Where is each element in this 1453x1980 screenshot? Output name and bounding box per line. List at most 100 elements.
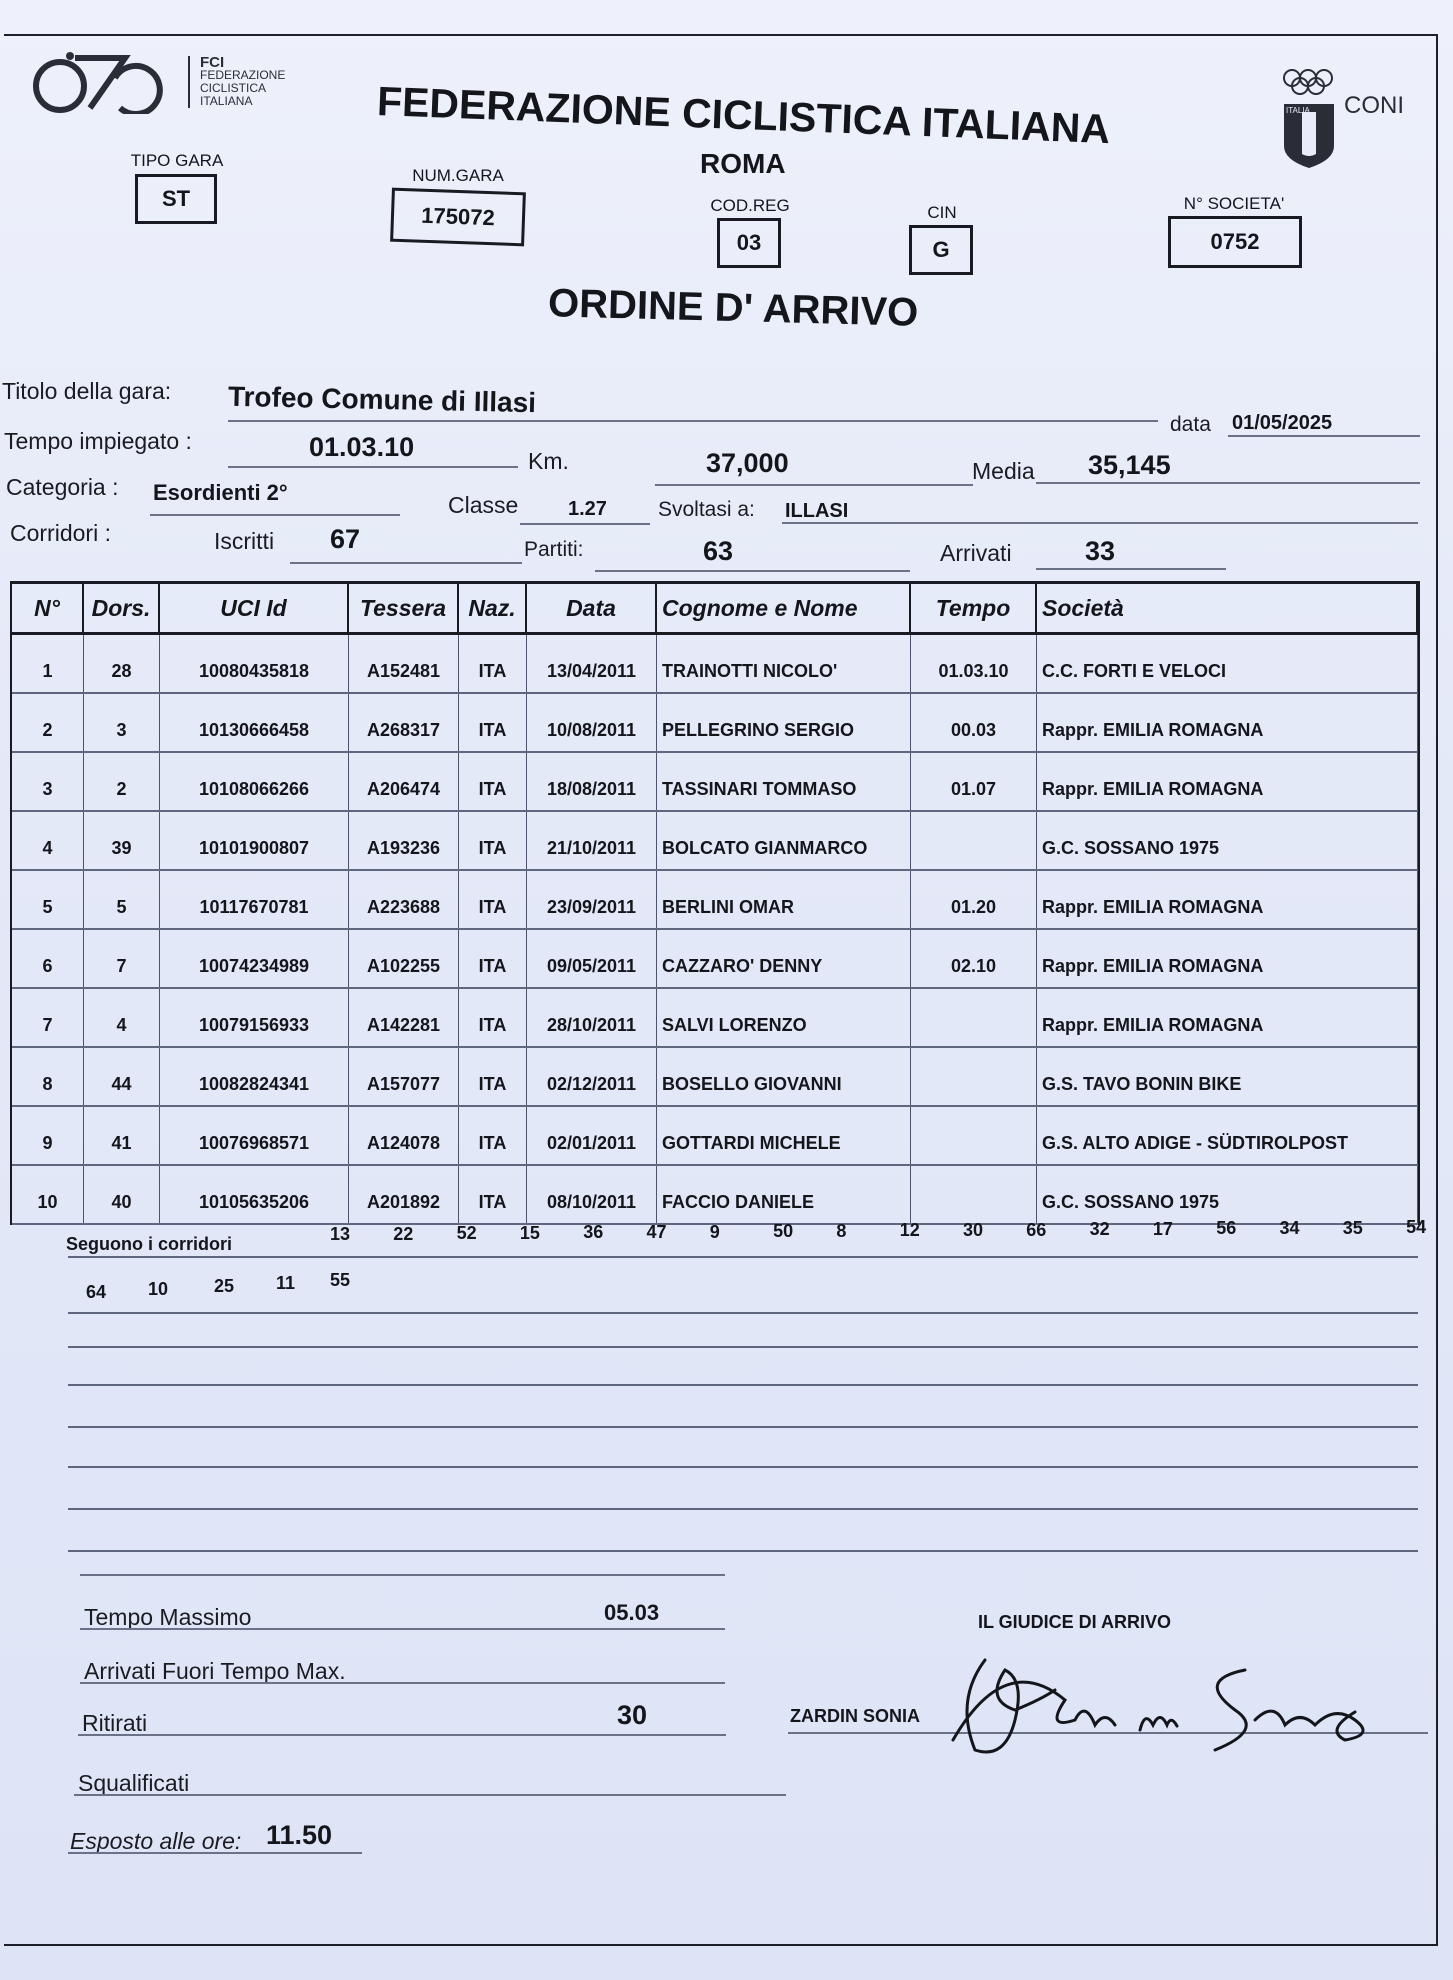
header-position: N° — [12, 584, 84, 632]
follower-bib: 52 — [456, 1223, 477, 1244]
cell-time: 00.03 — [911, 694, 1037, 751]
km-label: Km. — [528, 448, 569, 474]
cell-license: A102255 — [349, 930, 459, 987]
coni-label: CONI — [1344, 92, 1404, 119]
date-label: data — [1170, 413, 1211, 436]
header-bib: Dors. — [84, 584, 160, 632]
cell-position: 1 — [12, 635, 84, 692]
results-table: N° Dors. UCI Id Tessera Naz. Data Cognome e No… — [10, 581, 1420, 1225]
follower-bib: 34 — [1279, 1218, 1300, 1238]
cell-birth-date: 18/08/2011 — [527, 753, 657, 810]
cell-nationality: ITA — [459, 1107, 527, 1164]
fci-short: FCI — [200, 54, 225, 71]
cell-bib: 44 — [84, 1048, 160, 1105]
race-classe: 1.27 — [568, 498, 607, 520]
cell-birth-date: 10/08/2011 — [527, 694, 657, 751]
cell-name: SALVI LORENZO — [657, 989, 911, 1046]
table-row: 10 40 10105635206 A201892 ITA 08/10/2011 FACCI… — [12, 1166, 1418, 1225]
follower-bib: 9 — [709, 1221, 720, 1242]
race-title: Trofeo Comune di Illasi — [227, 380, 537, 419]
cell-team: G.S. ALTO ADIGE - SÜDTIROLPOST — [1037, 1107, 1418, 1164]
tempo-massimo: 05.03 — [604, 1600, 660, 1625]
cod-reg-box: 03 — [717, 218, 781, 268]
ritirati-label: Ritirati — [82, 1710, 148, 1736]
cell-uci-id: 10108066266 — [160, 753, 349, 810]
cell-bib: 5 — [84, 871, 160, 928]
header-name: Cognome e Nome — [657, 584, 911, 632]
tempo-massimo-label: Tempo Massimo — [84, 1604, 252, 1630]
follower-bib: 32 — [1089, 1219, 1110, 1240]
cell-time — [911, 989, 1037, 1046]
cell-license: A157077 — [349, 1048, 459, 1105]
cell-time — [911, 812, 1037, 869]
cell-name: FACCIO DANIELE — [657, 1166, 911, 1223]
race-date: 01/05/2025 — [1232, 412, 1333, 434]
cell-name: TRAINOTTI NICOLO' — [657, 635, 911, 692]
cell-name: BERLINI OMAR — [657, 871, 911, 928]
cell-license: A142281 — [349, 989, 459, 1046]
follower-bib: 22 — [393, 1223, 414, 1244]
cell-time: 01.03.10 — [911, 635, 1037, 692]
cell-team: Rappr. EMILIA ROMAGNA — [1037, 753, 1418, 810]
cell-uci-id: 10080435818 — [160, 635, 349, 692]
cell-license: A193236 — [349, 812, 459, 869]
cell-name: TASSINARI TOMMASO — [657, 753, 911, 810]
cell-uci-id: 10079156933 — [160, 989, 349, 1046]
header-license: Tessera — [349, 584, 459, 632]
num-gara-box: 175072 — [390, 187, 526, 247]
cell-time: 01.20 — [911, 871, 1037, 928]
cell-uci-id: 10101900807 — [160, 812, 349, 869]
followers-label: Seguono i corridori — [66, 1234, 233, 1254]
time-label: Tempo impiegato : — [4, 428, 192, 454]
cell-birth-date: 23/09/2011 — [527, 871, 657, 928]
cell-team: G.S. TAVO BONIN BIKE — [1037, 1048, 1418, 1105]
cell-position: 3 — [12, 753, 84, 810]
follower-bib: 54 — [1406, 1217, 1427, 1238]
cell-uci-id: 10117670781 — [160, 871, 349, 928]
cell-bib: 41 — [84, 1107, 160, 1164]
table-row: 5 5 10117670781 A223688 ITA 23/09/2011 BERLINI… — [12, 871, 1418, 930]
cell-team: G.C. SOSSANO 1975 — [1037, 1166, 1418, 1223]
cell-position: 8 — [12, 1048, 84, 1105]
follower-bib: 17 — [1152, 1218, 1173, 1239]
olympic-rings-shield-icon — [1283, 69, 1334, 168]
judge-name: ZARDIN SONIA — [790, 1706, 920, 1726]
cell-time: 02.10 — [911, 930, 1037, 987]
header-time: Tempo — [911, 584, 1037, 632]
city: ROMA — [700, 148, 786, 179]
follower-bib: 8 — [836, 1220, 847, 1241]
fci-wordmark: FCI FEDERAZIONE CICLISTICA ITALIANA — [188, 54, 285, 108]
cell-license: A223688 — [349, 871, 459, 928]
cell-name: GOTTARDI MICHELE — [657, 1107, 911, 1164]
cell-team: Rappr. EMILIA ROMAGNA — [1037, 694, 1418, 751]
cell-team: Rappr. EMILIA ROMAGNA — [1037, 871, 1418, 928]
cell-bib: 7 — [84, 930, 160, 987]
fuori-tempo-label: Arrivati Fuori Tempo Max. — [84, 1658, 346, 1684]
follower-bib: 15 — [519, 1222, 540, 1243]
follower-bib: 64 — [86, 1282, 107, 1302]
squalificati-label: Squalificati — [78, 1770, 190, 1796]
cell-license: A201892 — [349, 1166, 459, 1223]
riders-label: Corridori : — [10, 520, 111, 546]
cell-uci-id: 10082824341 — [160, 1048, 349, 1105]
coni-shield-text: ITALIA — [1286, 106, 1310, 115]
follower-bib: 35 — [1342, 1217, 1363, 1238]
cell-position: 7 — [12, 989, 84, 1046]
cell-nationality: ITA — [459, 753, 527, 810]
cell-nationality: ITA — [459, 930, 527, 987]
cell-birth-date: 09/05/2011 — [527, 930, 657, 987]
cell-nationality: ITA — [459, 871, 527, 928]
societa-label: N° SOCIETA' — [1183, 194, 1285, 213]
table-body: 1 28 10080435818 A152481 ITA 13/04/2011 TRAINO… — [12, 635, 1418, 1225]
cell-position: 5 — [12, 871, 84, 928]
cell-name: BOSELLO GIOVANNI — [657, 1048, 911, 1105]
table-row: 8 44 10082824341 A157077 ITA 02/12/2011 BOSELL… — [12, 1048, 1418, 1107]
header-nationality: Naz. — [459, 584, 527, 632]
fci-bike-icon — [33, 52, 163, 117]
cell-time — [911, 1048, 1037, 1105]
cell-uci-id: 10105635206 — [160, 1166, 349, 1223]
judge-signature — [951, 1658, 1365, 1754]
esposto-value: 11.50 — [266, 1820, 333, 1850]
race-iscritti: 67 — [330, 524, 361, 554]
